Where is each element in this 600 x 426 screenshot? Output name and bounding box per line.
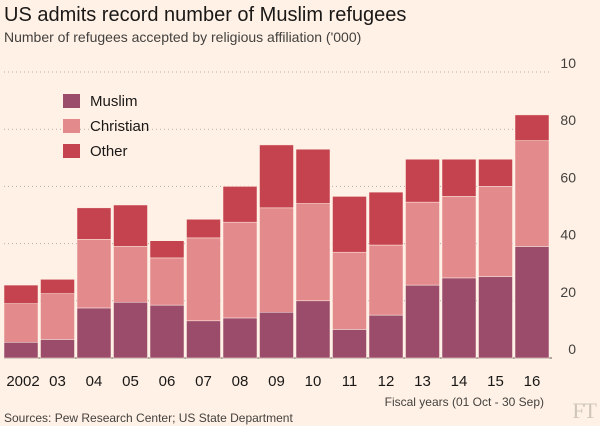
bar-christian-15: [478, 186, 513, 277]
x-tick-label: 12: [378, 373, 395, 390]
bar-christian-11: [332, 251, 367, 330]
x-tick-label: 16: [524, 373, 541, 390]
bar-muslim-2002: [3, 342, 39, 359]
bar-christian-10: [295, 203, 331, 302]
legend-swatch-muslim: [63, 94, 80, 108]
x-tick-label: 06: [159, 373, 176, 390]
x-tick-label: 11: [342, 373, 358, 390]
y-tick-label: 0: [568, 341, 576, 357]
y-tick-label: 40: [560, 227, 576, 243]
x-tick-label: 2002: [6, 373, 39, 390]
legend-label-other: Other: [90, 143, 128, 160]
x-tick-label: 07: [195, 373, 212, 390]
bar-muslim-16: [514, 246, 550, 359]
y-tick-label: 60: [560, 169, 576, 185]
y-tick-label: 80: [560, 112, 576, 128]
bar-other-2002: [3, 284, 39, 304]
bar-other-15: [478, 158, 513, 187]
bar-christian-13: [405, 201, 440, 286]
legend-label-christian: Christian: [90, 118, 149, 135]
y-axis-ticks: 0 20 40 60 80 10: [560, 55, 576, 357]
bar-muslim-11: [332, 329, 367, 359]
bar-muslim-06: [149, 304, 185, 359]
x-tick-label: 10: [305, 373, 322, 390]
bar-christian-08: [222, 221, 258, 319]
bar-other-10: [295, 148, 331, 204]
bar-other-09: [259, 144, 294, 209]
bar-muslim-05: [113, 301, 148, 359]
chart-title: US admits record number of Muslim refuge…: [4, 4, 407, 26]
x-tick-label: 15: [487, 373, 504, 390]
x-tick-label: 13: [414, 373, 431, 390]
bar-muslim-12: [368, 314, 404, 359]
legend: Muslim Christian Other: [63, 93, 149, 160]
x-tick-label: 04: [86, 373, 103, 390]
bar-christian-07: [186, 237, 221, 322]
bar-christian-04: [76, 239, 112, 309]
bar-christian-09: [259, 207, 294, 313]
bar-other-13: [405, 158, 440, 203]
bar-other-16: [514, 114, 550, 141]
bar-other-12: [368, 191, 404, 246]
bars: [3, 114, 550, 359]
bar-muslim-07: [186, 320, 221, 359]
legend-label-muslim: Muslim: [90, 93, 138, 110]
bar-muslim-13: [405, 284, 440, 359]
bar-christian-12: [368, 244, 404, 316]
source-note: Sources: Pew Research Center; US State D…: [4, 411, 293, 425]
bar-other-05: [113, 204, 148, 247]
bar-muslim-14: [441, 277, 477, 359]
bar-other-08: [222, 186, 258, 223]
bar-muslim-08: [222, 317, 258, 359]
bar-other-03: [40, 279, 75, 294]
bar-christian-03: [40, 293, 75, 340]
x-tick-label: 03: [49, 373, 66, 390]
x-tick-label: 08: [232, 373, 249, 390]
legend-swatch-other: [63, 144, 80, 158]
bar-muslim-15: [478, 276, 513, 359]
bar-other-14: [441, 158, 477, 197]
bar-muslim-03: [40, 339, 75, 359]
bar-christian-06: [149, 257, 185, 306]
x-tick-label: 05: [122, 373, 139, 390]
bar-other-06: [149, 240, 185, 259]
x-axis-note: Fiscal years (01 Oct - 30 Sep): [384, 395, 544, 409]
bar-muslim-10: [295, 300, 331, 359]
bar-other-04: [76, 207, 112, 240]
bar-christian-16: [514, 140, 550, 247]
bar-other-07: [186, 219, 221, 239]
legend-swatch-christian: [63, 119, 80, 133]
bar-christian-14: [441, 196, 477, 279]
x-tick-label: 09: [268, 373, 285, 390]
y-tick-label: 10: [560, 55, 576, 71]
y-tick-label: 20: [560, 284, 576, 300]
chart-subtitle: Number of refugees accepted by religious…: [4, 29, 362, 45]
ft-logo: FT: [572, 398, 597, 423]
x-tick-label: 14: [451, 373, 468, 390]
bar-christian-05: [113, 246, 148, 303]
bar-muslim-04: [76, 307, 112, 359]
bar-other-11: [332, 196, 367, 253]
bar-muslim-09: [259, 311, 294, 359]
x-axis-ticks: 2002 03 04 05 06 07 08 09 10 11 12 13 14 15 16: [6, 373, 540, 390]
bar-christian-2002: [3, 303, 39, 343]
